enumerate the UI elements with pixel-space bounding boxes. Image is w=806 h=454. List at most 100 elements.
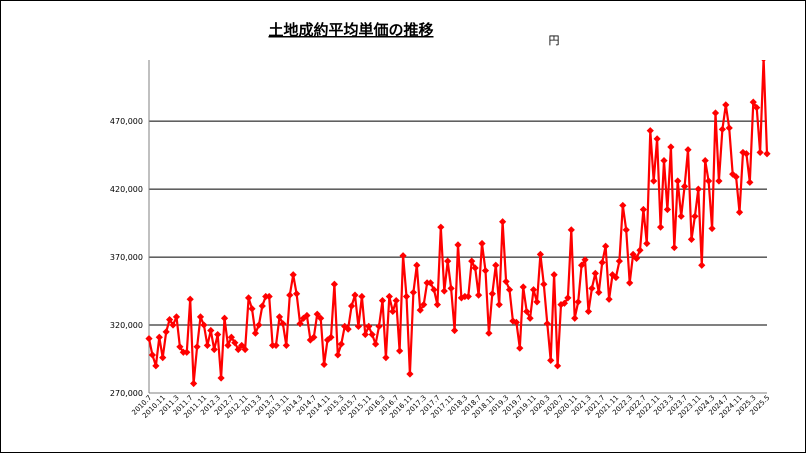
data-point: [248, 305, 256, 313]
data-point: [231, 339, 239, 347]
data-point: [681, 182, 689, 191]
data-point: [581, 256, 589, 264]
data-point: [602, 242, 610, 250]
data-point: [327, 333, 335, 341]
data-point: [296, 320, 304, 328]
data-point: [210, 345, 218, 354]
data-point: [186, 295, 194, 303]
data-point: [643, 239, 651, 248]
data-point: [598, 258, 606, 267]
data-point: [354, 322, 363, 330]
data-point: [258, 302, 266, 310]
data-point: [667, 143, 675, 151]
data-point: [749, 98, 757, 106]
data-point: [272, 341, 280, 350]
data-point: [275, 313, 284, 321]
data-point: [571, 314, 579, 322]
data-point: [475, 291, 483, 299]
data-point: [578, 261, 586, 269]
y-tick-label: 420,000: [110, 185, 143, 194]
data-point: [691, 212, 699, 220]
data-point: [282, 341, 290, 350]
data-point: [670, 243, 678, 252]
data-point: [488, 290, 496, 298]
data-point: [382, 354, 390, 362]
data-point: [722, 101, 730, 109]
data-point: [375, 322, 383, 330]
data-point: [725, 124, 733, 132]
y-tick-label: 370,000: [110, 253, 143, 262]
data-point: [313, 310, 321, 318]
data-point: [361, 330, 369, 339]
x-axis-ticks: 2010.72010.112011.32011.72011.112012.320…: [130, 394, 771, 420]
data-point: [176, 343, 184, 351]
data-point: [265, 292, 273, 301]
data-point: [735, 208, 744, 216]
data-point: [612, 273, 620, 282]
data-point: [440, 287, 448, 295]
data-point: [220, 314, 229, 322]
y-tick-label: 320,000: [110, 321, 143, 330]
data-point: [708, 224, 716, 233]
data-point: [468, 257, 476, 265]
data-point: [238, 341, 246, 350]
data-point: [523, 307, 531, 316]
data-point: [310, 333, 318, 341]
data-point: [505, 286, 514, 294]
data-point: [540, 280, 548, 288]
data-point: [447, 284, 455, 292]
data-point: [190, 379, 198, 388]
data-point: [344, 325, 352, 333]
data-point: [426, 279, 435, 287]
data-point: [608, 271, 617, 279]
data-point: [516, 344, 524, 352]
data-point: [234, 345, 242, 354]
data-point: [656, 223, 665, 231]
data-point: [471, 264, 479, 272]
data-point: [337, 340, 345, 348]
data-point: [320, 360, 328, 369]
data-point: [519, 283, 527, 291]
data-point: [485, 329, 493, 337]
data-point: [502, 277, 510, 286]
unit-label: 円: [549, 34, 560, 47]
data-point: [543, 320, 551, 328]
data-point: [392, 296, 400, 305]
data-point: [684, 146, 692, 154]
data-point: [753, 103, 761, 112]
data-point: [464, 292, 472, 301]
data-point: [622, 226, 630, 234]
data-point: [255, 321, 263, 329]
data-point: [224, 341, 232, 350]
data-point: [203, 341, 211, 350]
data-point: [560, 299, 569, 307]
data-point: [162, 328, 170, 336]
data-point: [306, 336, 314, 344]
series-line: [147, 60, 769, 385]
data-point: [529, 286, 538, 294]
chart-title: 土地成約平均単価の推移: [268, 21, 433, 39]
data-point: [650, 177, 658, 185]
data-point: [646, 127, 654, 135]
data-point: [172, 313, 181, 321]
data-point: [478, 239, 486, 248]
data-point: [742, 150, 750, 158]
data-point: [715, 177, 723, 185]
data-point: [492, 261, 500, 269]
y-axis-ticks: 270,000 320,000 370,000 420,000 470,000: [110, 117, 143, 398]
data-point: [547, 356, 555, 364]
data-point: [152, 362, 160, 370]
data-point: [663, 205, 672, 214]
data-point: [705, 177, 713, 185]
data-point: [317, 314, 325, 322]
data-point: [660, 156, 668, 165]
data-point: [674, 177, 682, 185]
data-point: [303, 311, 311, 320]
series-group: [145, 60, 771, 388]
data-point: [526, 314, 534, 322]
data-point: [409, 288, 417, 297]
data-point: [574, 298, 582, 306]
data-point: [619, 201, 627, 210]
